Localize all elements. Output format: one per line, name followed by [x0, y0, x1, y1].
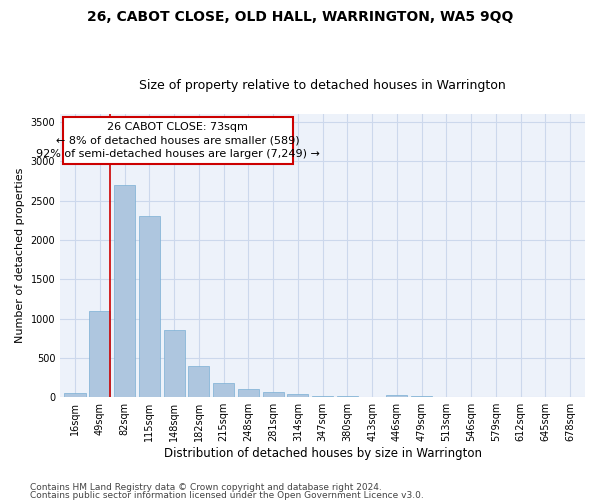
Bar — [312, 396, 333, 397]
Bar — [263, 392, 284, 397]
Bar — [362, 396, 383, 397]
Bar — [213, 384, 234, 397]
Bar — [188, 366, 209, 397]
Text: 92% of semi-detached houses are larger (7,249) →: 92% of semi-detached houses are larger (… — [36, 149, 320, 159]
Bar — [64, 394, 86, 397]
Bar — [89, 310, 110, 397]
Bar — [386, 395, 407, 397]
Title: Size of property relative to detached houses in Warrington: Size of property relative to detached ho… — [139, 79, 506, 92]
Bar — [337, 396, 358, 397]
Bar — [114, 185, 135, 397]
Bar — [164, 330, 185, 397]
FancyBboxPatch shape — [62, 117, 293, 164]
Bar — [411, 396, 432, 397]
Bar — [238, 390, 259, 397]
Bar — [139, 216, 160, 397]
Text: 26 CABOT CLOSE: 73sqm: 26 CABOT CLOSE: 73sqm — [107, 122, 248, 132]
Text: Contains HM Land Registry data © Crown copyright and database right 2024.: Contains HM Land Registry data © Crown c… — [30, 484, 382, 492]
Text: ← 8% of detached houses are smaller (589): ← 8% of detached houses are smaller (589… — [56, 136, 299, 145]
Bar — [287, 394, 308, 397]
Y-axis label: Number of detached properties: Number of detached properties — [15, 168, 25, 344]
Text: Contains public sector information licensed under the Open Government Licence v3: Contains public sector information licen… — [30, 491, 424, 500]
X-axis label: Distribution of detached houses by size in Warrington: Distribution of detached houses by size … — [164, 447, 482, 460]
Text: 26, CABOT CLOSE, OLD HALL, WARRINGTON, WA5 9QQ: 26, CABOT CLOSE, OLD HALL, WARRINGTON, W… — [87, 10, 513, 24]
